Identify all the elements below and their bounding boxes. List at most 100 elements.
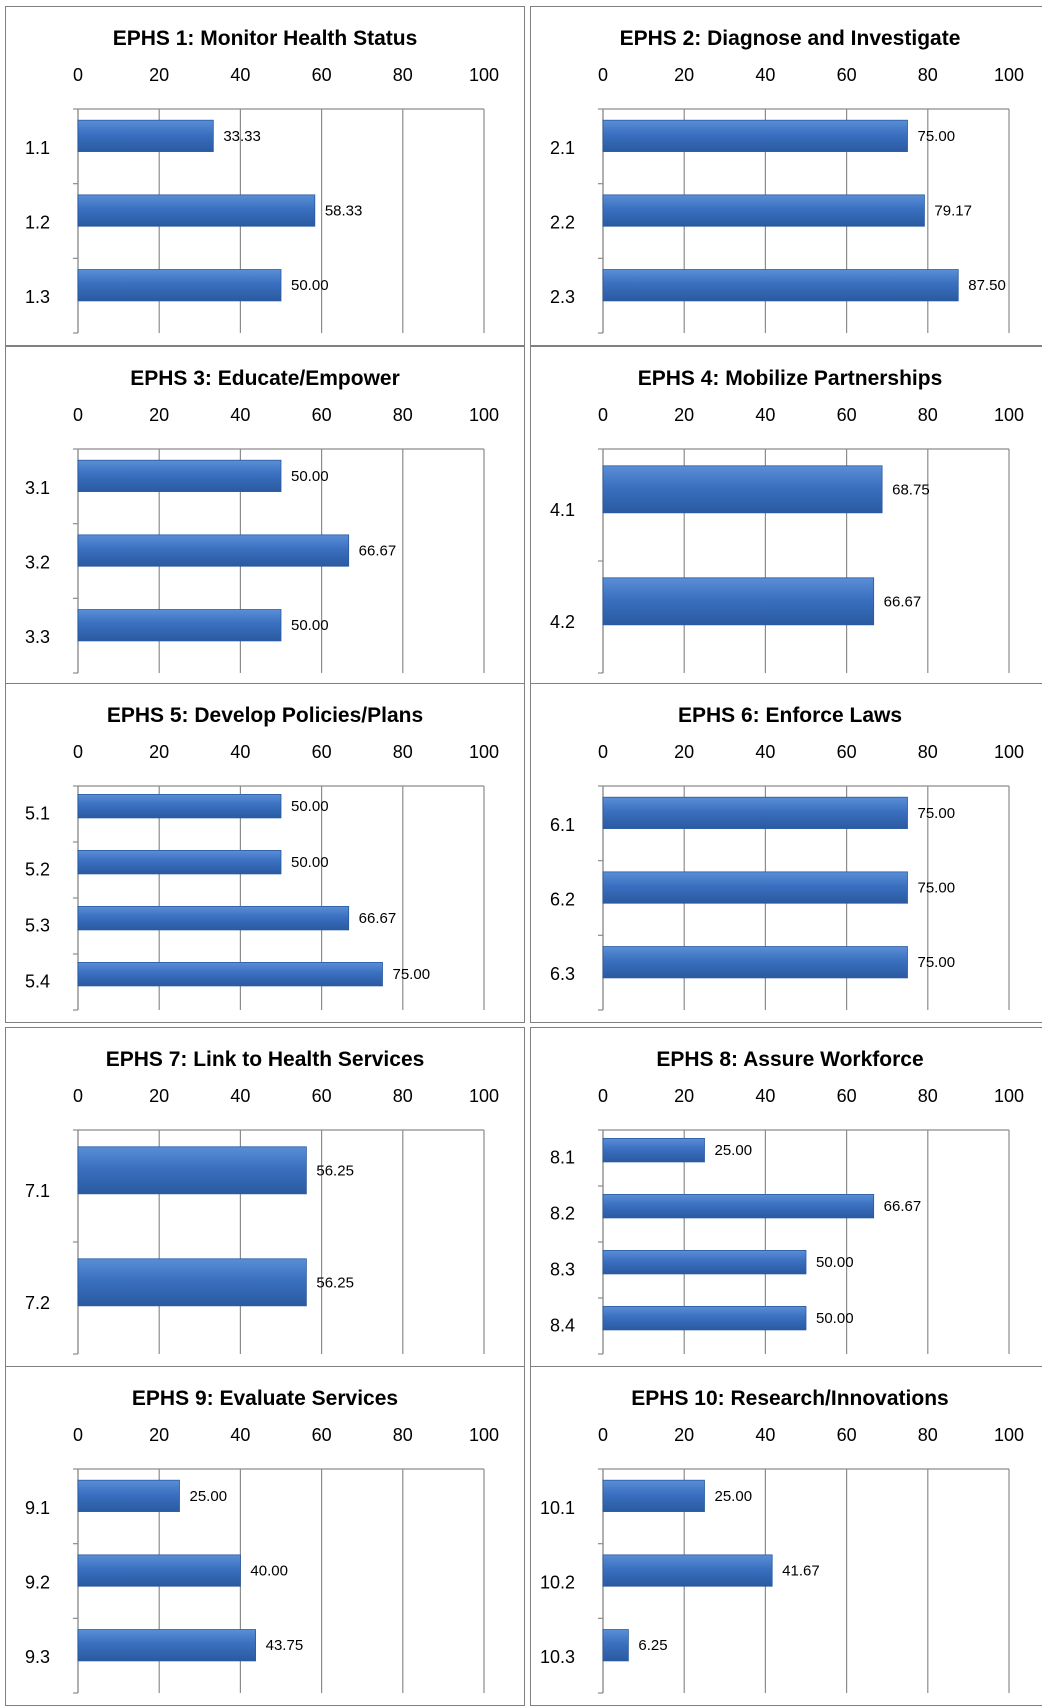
data-label: 50.00 (291, 617, 329, 634)
x-tick-label: 60 (312, 405, 332, 425)
bar (602, 871, 908, 904)
chart-ephs-7: EPHS 7: Link to Health Services 0 20 40 60 80… (5, 1027, 525, 1367)
x-tick-label: 80 (918, 1425, 938, 1445)
data-label: 25.00 (190, 1488, 228, 1505)
chart-svg: EPHS 1: Monitor Health Status 0 20 40 60 80 10… (25, 27, 499, 334)
x-tick-label: 100 (469, 1425, 499, 1445)
data-label: 50.00 (816, 1310, 854, 1327)
x-tick-label: 60 (312, 1425, 332, 1445)
x-tick-label: 60 (312, 742, 332, 762)
bar (602, 1629, 629, 1662)
x-tick-label: 100 (469, 1086, 499, 1106)
data-label: 87.50 (968, 277, 1006, 294)
category-label: 8.3 (550, 1260, 575, 1280)
bar (77, 534, 350, 567)
data-label: 25.00 (715, 1488, 753, 1505)
bar (77, 1554, 241, 1587)
data-label: 58.33 (325, 203, 363, 220)
x-tick-label: 0 (73, 742, 83, 762)
bar (77, 269, 282, 302)
category-label: 4.2 (550, 612, 575, 632)
category-label: 2.2 (550, 212, 575, 232)
x-tick-label: 40 (755, 65, 775, 85)
bar (77, 794, 282, 819)
chart-svg: EPHS 4: Mobilize Partnerships 0 20 40 60 80 10… (550, 367, 1024, 674)
chart-svg: EPHS 3: Educate/Empower 0 20 40 60 80 100 3.1 50… (25, 367, 499, 674)
x-tick-label: 0 (73, 405, 83, 425)
category-label: 8.1 (550, 1148, 575, 1168)
bar (602, 1193, 875, 1219)
chart-title: EPHS 8: Assure Workforce (656, 1048, 923, 1071)
chart-svg: EPHS 5: Develop Policies/Plans 0 20 40 60 80 1… (25, 704, 499, 1011)
x-tick-label: 40 (755, 405, 775, 425)
bar (77, 961, 383, 987)
x-tick-label: 0 (598, 742, 608, 762)
data-label: 66.67 (359, 543, 397, 560)
x-tick-label: 40 (230, 1425, 250, 1445)
x-tick-label: 20 (149, 1425, 169, 1445)
x-tick-label: 60 (837, 405, 857, 425)
x-tick-label: 80 (918, 742, 938, 762)
bar (602, 796, 908, 829)
x-tick-label: 40 (230, 405, 250, 425)
data-label: 75.00 (918, 954, 956, 971)
bar (77, 119, 214, 152)
x-tick-label: 100 (469, 405, 499, 425)
x-tick-label: 60 (837, 1086, 857, 1106)
chart-ephs-9: EPHS 9: Evaluate Services 0 20 40 60 80 100 9.1… (5, 1366, 525, 1706)
x-tick-label: 20 (674, 1425, 694, 1445)
category-label: 6.1 (550, 815, 575, 835)
data-label: 68.75 (892, 481, 930, 498)
category-label: 6.2 (550, 889, 575, 909)
x-tick-label: 0 (73, 1086, 83, 1106)
chart-ephs-8: EPHS 8: Assure Workforce 0 20 40 60 80 100 8.1 2… (530, 1027, 1042, 1367)
category-label: 3.2 (25, 552, 50, 572)
chart-svg: EPHS 8: Assure Workforce 0 20 40 60 80 100 8.1 2… (550, 1048, 1024, 1355)
data-label: 56.25 (316, 1274, 354, 1291)
data-label: 75.00 (393, 966, 431, 983)
x-tick-label: 0 (598, 1425, 608, 1445)
x-tick-label: 100 (469, 742, 499, 762)
x-tick-label: 100 (994, 1086, 1024, 1106)
category-label: 10.3 (540, 1647, 575, 1667)
bar (602, 1554, 773, 1587)
x-tick-label: 100 (994, 742, 1024, 762)
chart-title: EPHS 3: Educate/Empower (130, 367, 400, 390)
category-label: 7.2 (25, 1293, 50, 1313)
category-label: 8.4 (550, 1316, 575, 1336)
category-label: 4.1 (550, 500, 575, 520)
data-label: 75.00 (918, 128, 956, 145)
x-tick-label: 40 (230, 1086, 250, 1106)
x-tick-label: 80 (393, 1425, 413, 1445)
x-tick-label: 100 (994, 1425, 1024, 1445)
category-label: 5.1 (25, 804, 50, 824)
x-tick-label: 20 (674, 65, 694, 85)
data-label: 66.67 (884, 593, 922, 610)
bar (77, 459, 282, 492)
x-tick-label: 80 (918, 65, 938, 85)
category-label: 1.1 (25, 138, 50, 158)
category-label: 9.1 (25, 1498, 50, 1518)
data-label: 40.00 (250, 1563, 288, 1580)
category-label: 10.1 (540, 1498, 575, 1518)
chart-ephs-6: EPHS 6: Enforce Laws 0 20 40 60 80 100 6.1 75.00… (530, 683, 1042, 1023)
category-label: 2.3 (550, 287, 575, 307)
x-tick-label: 20 (674, 405, 694, 425)
category-label: 5.3 (25, 916, 50, 936)
data-label: 79.17 (934, 203, 972, 220)
data-label: 6.25 (638, 1637, 667, 1654)
x-tick-label: 20 (149, 742, 169, 762)
x-tick-label: 40 (755, 742, 775, 762)
x-tick-label: 80 (393, 405, 413, 425)
category-label: 8.2 (550, 1204, 575, 1224)
chart-title: EPHS 2: Diagnose and Investigate (620, 27, 961, 50)
category-label: 2.1 (550, 138, 575, 158)
category-label: 9.3 (25, 1647, 50, 1667)
bar (77, 194, 316, 227)
x-tick-label: 40 (230, 742, 250, 762)
data-label: 50.00 (291, 468, 329, 485)
category-label: 7.1 (25, 1181, 50, 1201)
chart-svg: EPHS 7: Link to Health Services 0 20 40 60 80… (25, 1048, 499, 1355)
x-tick-label: 80 (918, 405, 938, 425)
data-label: 75.00 (918, 880, 956, 897)
